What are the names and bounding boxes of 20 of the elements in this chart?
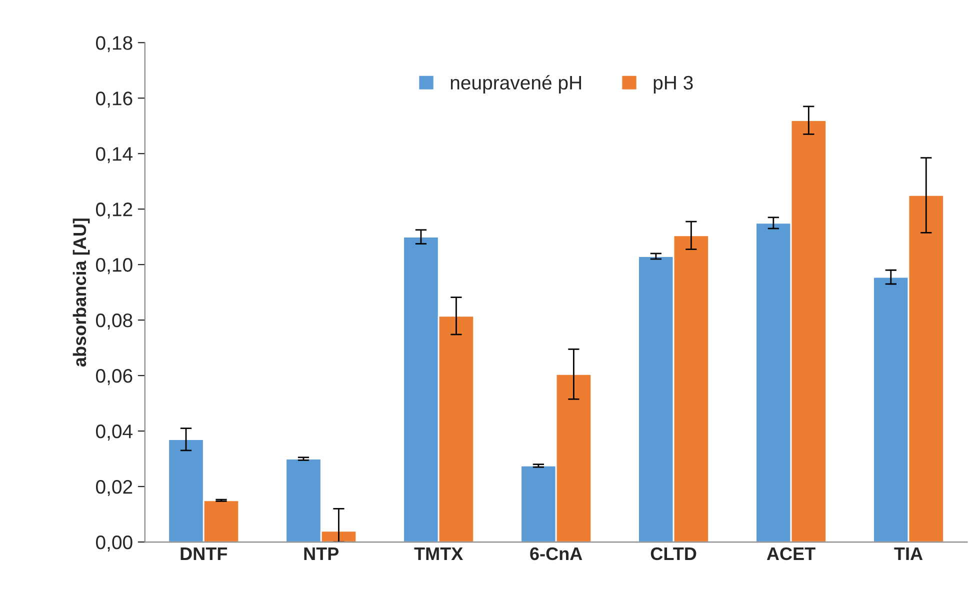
x-tick-label: ACET <box>766 547 816 560</box>
x-tick-label: DNTF <box>180 548 228 560</box>
x-tick-label: 6-CnA <box>530 547 582 560</box>
x-tick-label: CLTD <box>650 547 696 560</box>
y-tick-label: 0,06 <box>96 369 132 386</box>
x-tick-label: TMTX <box>414 548 464 560</box>
y-tick-label: 0,10 <box>96 258 132 274</box>
y-tick-label: 0,18 <box>96 36 132 52</box>
legend-label: neupravené pH <box>450 75 581 94</box>
y-tick-label: 0,16 <box>96 92 132 108</box>
y-tick-label: 0,04 <box>96 424 133 441</box>
legend-label: pH 3 <box>654 76 693 94</box>
x-tick-label: TIA <box>894 548 923 560</box>
y-tick-label: 0,14 <box>96 147 133 164</box>
x-tick-label: NTP <box>304 548 339 560</box>
y-tick-label: 0,02 <box>96 480 132 496</box>
y-axis-title: absorbancia [AU] <box>72 218 90 367</box>
y-tick-label: 0,08 <box>96 314 132 330</box>
y-tick-label: 0,12 <box>96 202 132 219</box>
y-tick-label: 0,00 <box>96 535 132 552</box>
